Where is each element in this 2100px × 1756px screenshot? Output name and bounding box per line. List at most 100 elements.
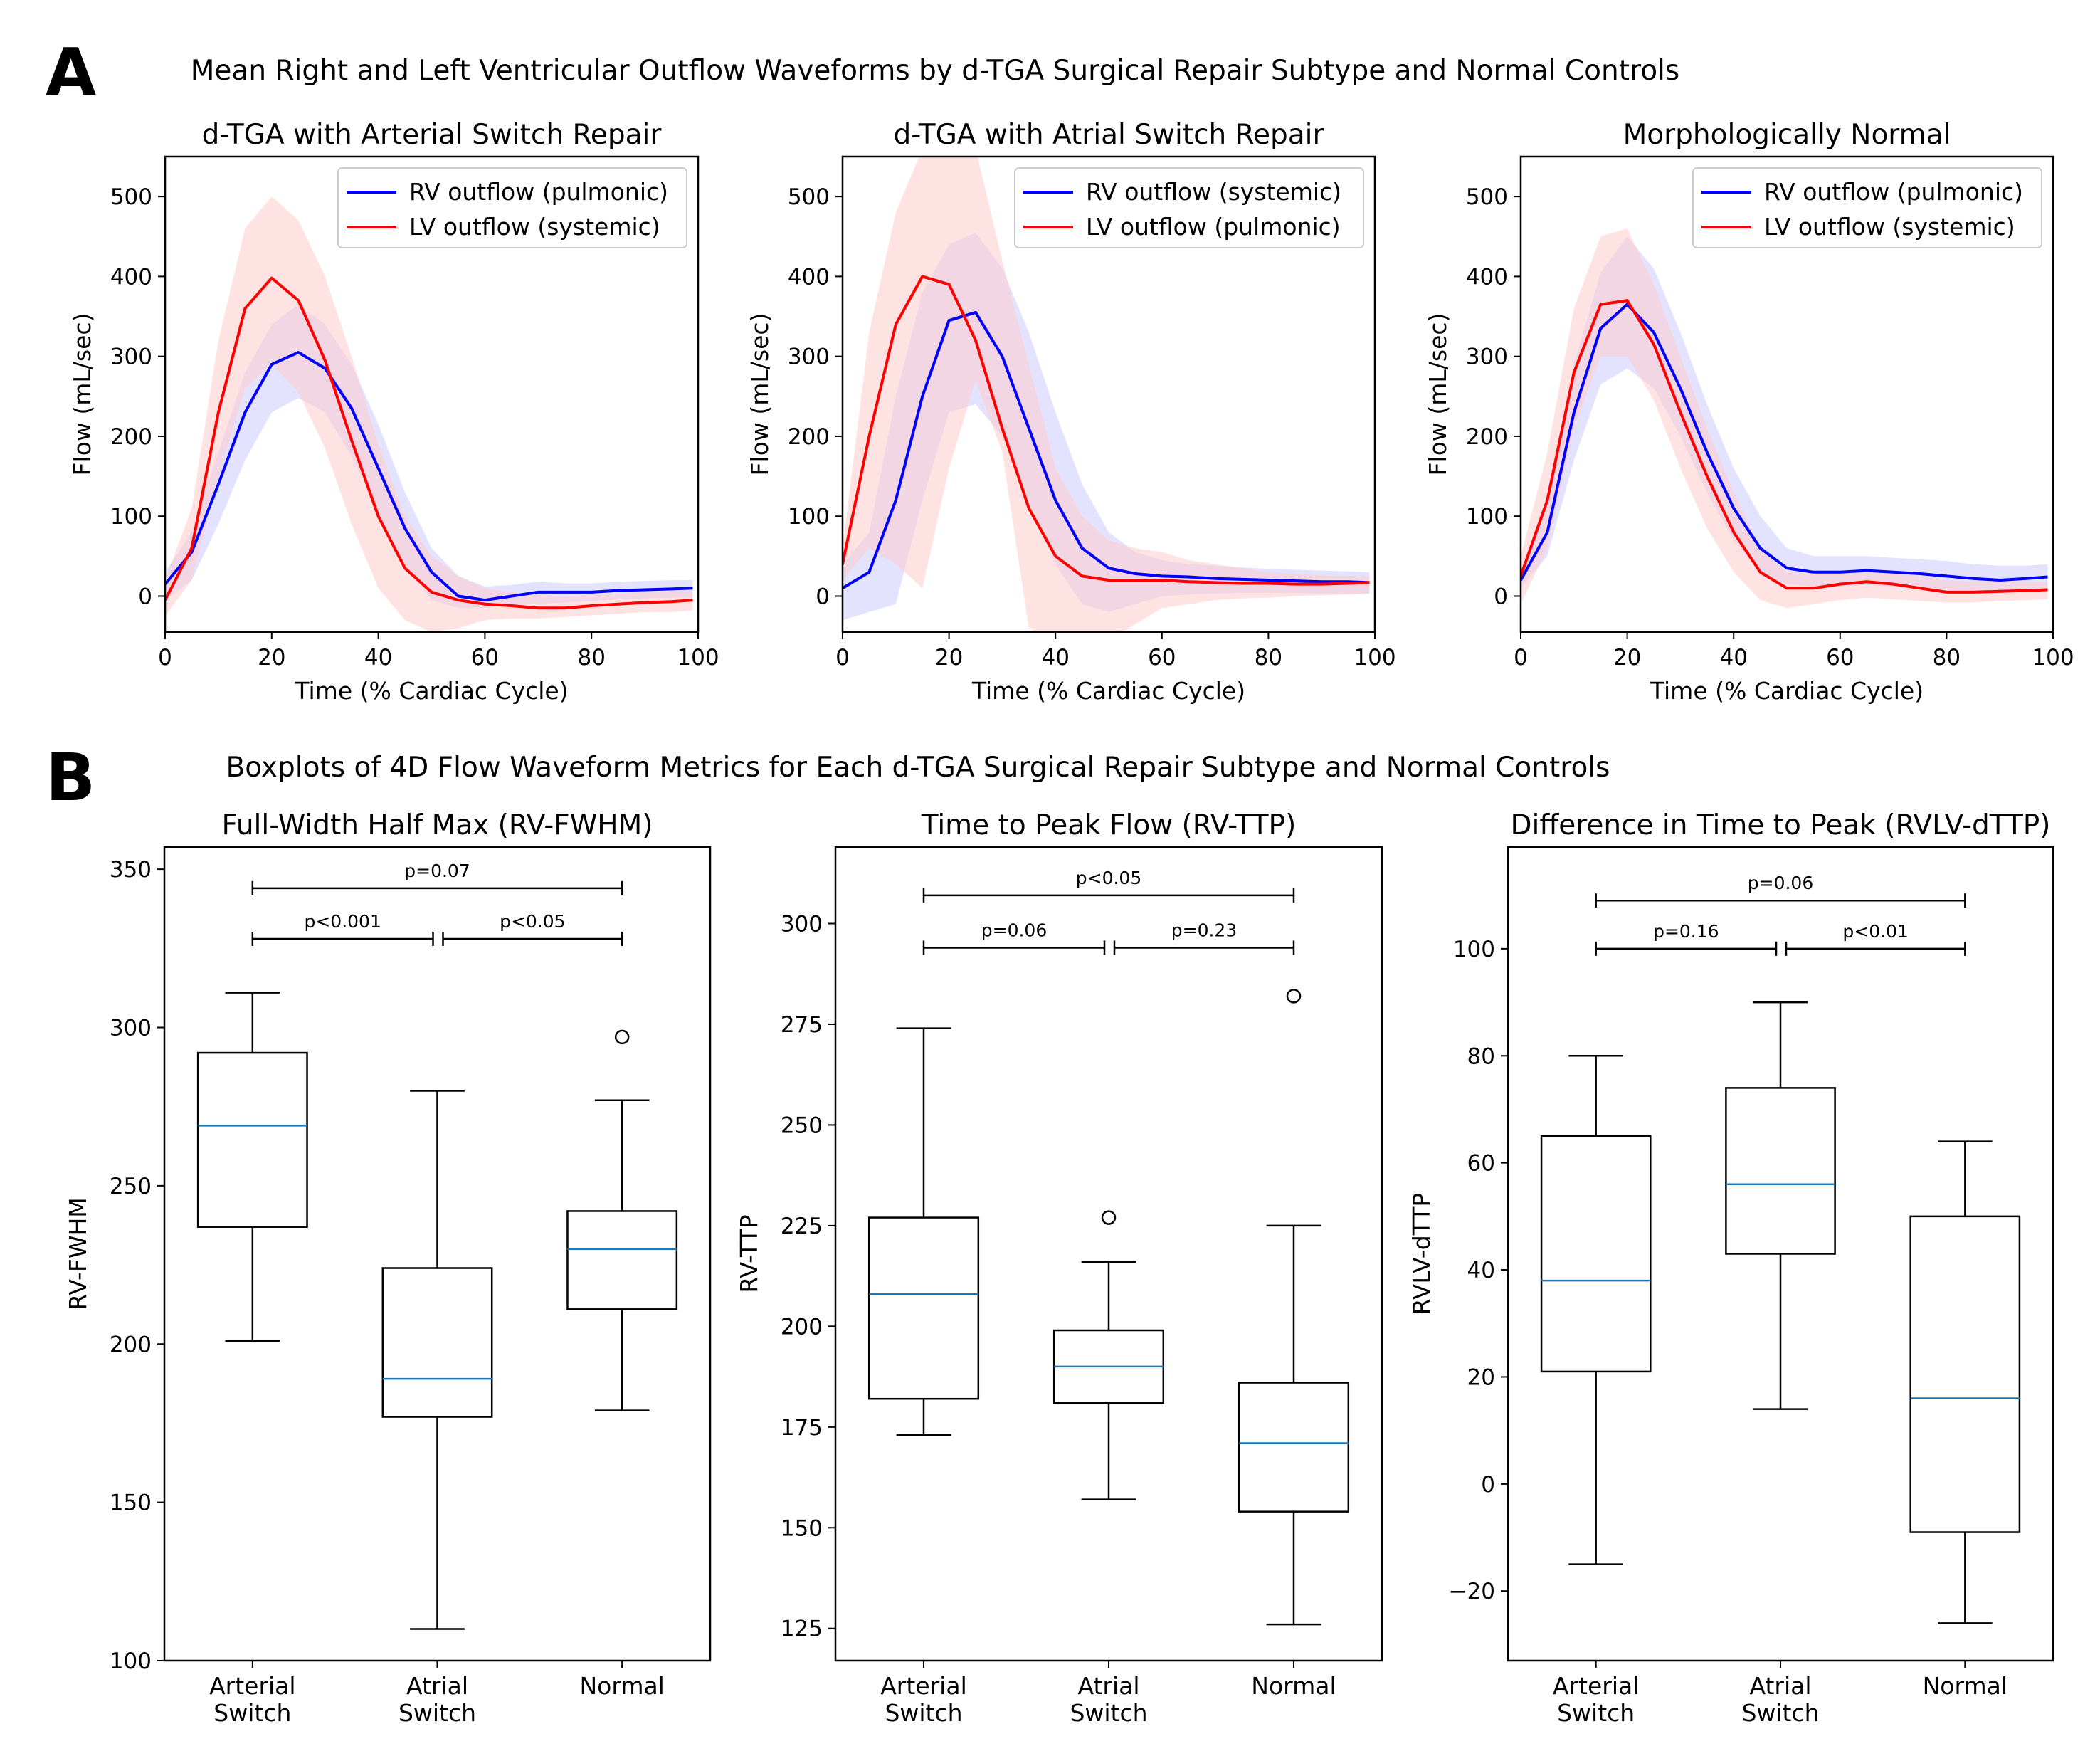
x-tick-label: 40 xyxy=(1719,645,1747,671)
category-label: Atrial Switch xyxy=(1070,1672,1147,1727)
y-axis-label: Flow (mL/sec) xyxy=(68,313,96,476)
x-tick-label: 80 xyxy=(1933,645,1961,671)
y-tick-label: 100 xyxy=(110,1649,152,1674)
x-tick-label: 0 xyxy=(1514,645,1528,671)
chart-title: Time to Peak Flow (RV-TTP) xyxy=(921,809,1297,841)
confidence-band-2 xyxy=(165,196,693,632)
chart-6: Difference in Time to Peak (RVLV-dTTP) p=… xyxy=(1408,809,2054,1727)
category-label-line: Switch xyxy=(1741,1699,1819,1727)
axes-frame xyxy=(841,155,1376,633)
x-tick-label: 100 xyxy=(1354,645,1395,671)
y-tick-label: 20 xyxy=(1467,1365,1495,1390)
x-axis-label: Time (% Cardiac Cycle) xyxy=(971,677,1245,705)
chart-5: Time to Peak Flow (RV-TTP) p=0.06 p=0.23 p<… xyxy=(735,809,1383,1727)
y-tick-label: 100 xyxy=(110,504,152,530)
category-label: Normal xyxy=(1923,1672,2007,1700)
plot-area xyxy=(1521,228,2048,609)
category-label-line: Normal xyxy=(1251,1672,1336,1700)
y-tick-label: 300 xyxy=(110,1016,152,1041)
y-axis-label: RVLV-dTTP xyxy=(1408,1193,1435,1315)
chart-title: Difference in Time to Peak (RVLV-dTTP) xyxy=(1510,809,2050,841)
y-tick-label: 200 xyxy=(110,1332,152,1357)
legend: RV outflow (pulmonic) LV outflow (systemi… xyxy=(337,167,687,248)
x-tick-label: 0 xyxy=(158,645,172,671)
y-tick-label: 0 xyxy=(1481,1472,1495,1498)
chart-3: Morphologically Normal 0 20 40 60 80 100 0 100 20… xyxy=(1424,119,2074,705)
charts-group: d-TGA with Arterial Switch Repair 0 20 40 60… xyxy=(64,119,2074,1727)
y-tick-label: 400 xyxy=(1466,264,1508,290)
series-line-2 xyxy=(843,275,1370,586)
y-tick-label: 150 xyxy=(110,1491,152,1516)
y-tick-label: 60 xyxy=(1467,1151,1495,1177)
category-label-line: Switch xyxy=(885,1699,962,1727)
boxplot-3 xyxy=(1909,1140,2021,1624)
category-label-line: Atrial xyxy=(406,1672,468,1700)
significance-bracket-1: p=0.16 xyxy=(1595,921,1778,956)
x-tick-label: 0 xyxy=(835,645,850,671)
y-tick-label: 175 xyxy=(781,1415,823,1441)
y-tick-label: 100 xyxy=(1466,504,1508,530)
plot-area xyxy=(165,196,693,632)
y-tick-label: 500 xyxy=(110,184,152,210)
boxplot-2 xyxy=(1725,1001,1836,1410)
significance-bracket-1: p=0.06 xyxy=(922,920,1106,955)
axes-frame xyxy=(1519,155,2054,633)
p-value-label: p=0.07 xyxy=(404,861,470,881)
category-label-line: Normal xyxy=(579,1672,664,1700)
boxplot-1 xyxy=(1540,1055,1652,1565)
category-label-line: Atrial xyxy=(1077,1672,1139,1700)
x-tick-label: 60 xyxy=(1148,645,1176,671)
category-label-line: Normal xyxy=(1923,1672,2007,1700)
y-axis-label: Flow (mL/sec) xyxy=(746,313,774,476)
x-tick-label: 80 xyxy=(1255,645,1282,671)
y-tick-label: 100 xyxy=(1453,937,1495,962)
legend-entry-1: RV outflow (pulmonic) xyxy=(409,178,668,206)
y-tick-label: 275 xyxy=(781,1012,823,1038)
series-line-2 xyxy=(165,276,693,610)
y-tick-label: −20 xyxy=(1449,1579,1495,1604)
category-label: Normal xyxy=(579,1672,664,1700)
legend-box xyxy=(1692,167,2042,248)
outlier-point xyxy=(1286,989,1302,1004)
y-tick-label: 200 xyxy=(110,424,152,450)
y-tick-label: 200 xyxy=(1466,424,1508,450)
y-axis-label: Flow (mL/sec) xyxy=(1424,313,1452,476)
y-tick-label: 200 xyxy=(781,1314,823,1340)
p-value-label: p<0.05 xyxy=(1076,868,1141,888)
legend-box xyxy=(1014,167,1364,248)
chart-title: Full-Width Half Max (RV-FWHM) xyxy=(222,809,653,841)
legend-entry-1: RV outflow (systemic) xyxy=(1086,178,1341,206)
y-tick-label: 400 xyxy=(788,264,830,290)
confidence-band-2 xyxy=(843,157,1370,632)
y-tick-label: 125 xyxy=(781,1616,823,1642)
confidence-band-2 xyxy=(1521,228,2048,609)
panel-a-label: A xyxy=(46,34,96,110)
chart-2: d-TGA with Atrial Switch Repair 0 20 40 60 80… xyxy=(746,119,1396,705)
iqr-box xyxy=(1909,1215,2021,1533)
y-tick-label: 500 xyxy=(788,184,830,210)
category-label-line: Switch xyxy=(1070,1699,1147,1727)
legend-box xyxy=(337,167,687,248)
boxplot-2 xyxy=(1052,1210,1165,1500)
chart-4: Full-Width Half Max (RV-FWHM) p<0.001 p<0.… xyxy=(64,809,712,1727)
significance-bracket-3: p=0.07 xyxy=(251,861,623,895)
category-label: Arterial Switch xyxy=(1553,1672,1640,1727)
iqr-box xyxy=(566,1210,678,1310)
category-label: Arterial Switch xyxy=(880,1672,967,1727)
y-tick-label: 225 xyxy=(781,1214,823,1239)
significance-bracket-2: p=0.23 xyxy=(1113,920,1295,955)
y-axis-label: RV-FWHM xyxy=(64,1197,92,1310)
y-tick-label: 300 xyxy=(110,345,152,370)
category-label-line: Arterial xyxy=(880,1672,967,1700)
y-tick-label: 150 xyxy=(781,1515,823,1541)
p-value-label: p=0.06 xyxy=(1748,873,1813,893)
category-label: Atrial Switch xyxy=(399,1672,476,1727)
series-line-2 xyxy=(1521,299,2048,594)
y-tick-label: 300 xyxy=(781,912,823,937)
iqr-box xyxy=(381,1267,493,1418)
boxplot-1 xyxy=(196,992,308,1342)
y-tick-label: 0 xyxy=(1494,584,1508,609)
iqr-box xyxy=(196,1051,308,1228)
iqr-box xyxy=(1725,1087,1836,1255)
